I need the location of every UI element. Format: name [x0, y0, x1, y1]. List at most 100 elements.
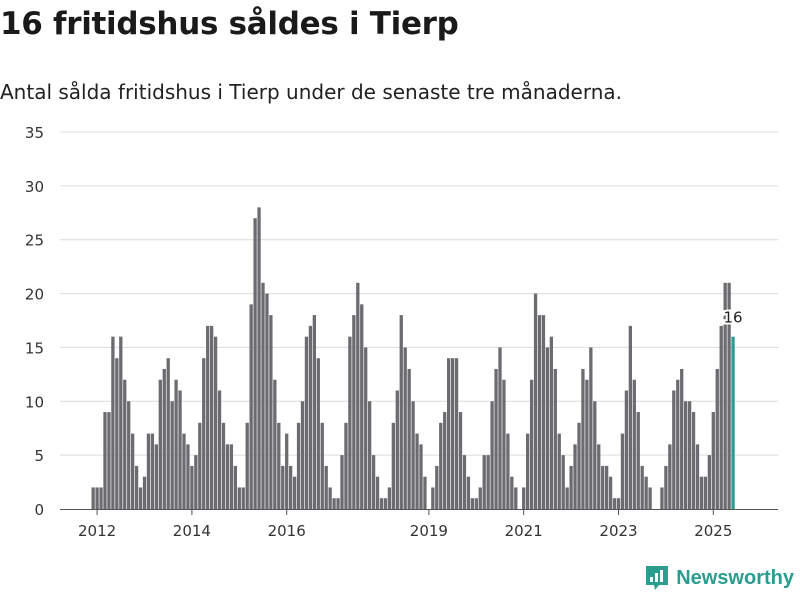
bar — [719, 325, 723, 509]
bar — [131, 433, 135, 509]
bar — [435, 465, 439, 509]
bar — [695, 444, 700, 509]
x-tick-label: 2012 — [78, 522, 116, 540]
bar — [510, 476, 514, 509]
bar — [292, 476, 297, 509]
bar — [166, 358, 170, 509]
bar — [593, 401, 597, 509]
bar — [95, 487, 99, 509]
y-axis-ticks: 0 5 10 15 20 25 30 35 — [25, 124, 44, 519]
bar — [561, 455, 565, 509]
x-tick-label: 2023 — [599, 522, 637, 540]
bar — [545, 347, 550, 509]
bar — [439, 422, 443, 509]
bar — [474, 498, 478, 509]
bar — [91, 487, 95, 509]
bar — [162, 368, 166, 509]
bar — [415, 433, 419, 509]
bar — [316, 358, 320, 509]
bar — [403, 347, 407, 509]
bar — [170, 401, 174, 509]
bar — [577, 422, 581, 509]
bar — [399, 315, 403, 509]
bar — [158, 379, 162, 509]
bar — [213, 336, 218, 509]
bar — [407, 368, 411, 509]
bar — [344, 422, 348, 509]
bar — [111, 336, 115, 509]
bar — [206, 325, 210, 509]
bar — [672, 390, 676, 509]
bar — [383, 498, 388, 509]
bar — [296, 422, 301, 509]
bar — [616, 498, 621, 509]
bar — [494, 368, 498, 509]
bar — [668, 444, 672, 509]
bar — [537, 315, 542, 509]
bar — [648, 487, 652, 509]
y-tick-label: 15 — [25, 339, 44, 357]
bar — [379, 498, 384, 509]
bar — [142, 476, 147, 509]
bar — [522, 487, 526, 509]
bar — [443, 412, 447, 509]
bar — [190, 465, 194, 509]
bar — [605, 465, 609, 509]
bar — [391, 422, 395, 509]
y-tick-label: 5 — [34, 447, 44, 465]
y-tick-label: 30 — [25, 178, 44, 196]
bar — [502, 379, 506, 509]
bar — [684, 401, 688, 509]
bar — [687, 401, 692, 509]
bar — [233, 465, 237, 509]
bar — [312, 315, 316, 509]
bar — [178, 390, 182, 509]
bar — [277, 422, 281, 509]
bar — [281, 465, 285, 509]
bar — [103, 412, 107, 509]
bar — [134, 465, 139, 509]
bar — [644, 476, 648, 509]
bar — [123, 379, 127, 509]
bar — [624, 390, 629, 509]
bar — [419, 444, 423, 509]
bar — [395, 390, 399, 509]
x-tick-label: 2025 — [694, 522, 732, 540]
bar — [632, 379, 636, 509]
bar — [225, 444, 230, 509]
newsworthy-logo-icon — [646, 566, 669, 590]
bar — [320, 422, 324, 509]
bar — [217, 390, 222, 509]
bar — [589, 347, 593, 509]
bar — [557, 433, 561, 509]
bar — [99, 487, 103, 509]
bar — [676, 379, 680, 509]
x-tick-label: 2014 — [173, 522, 211, 540]
bar — [533, 293, 538, 509]
bar — [529, 379, 534, 509]
bar — [565, 487, 569, 509]
bar — [458, 412, 463, 509]
bar — [715, 368, 719, 509]
y-tick-label: 35 — [25, 124, 44, 142]
bar — [628, 325, 632, 509]
y-tick-label: 20 — [25, 286, 44, 304]
newsworthy-logo: Newsworthy — [644, 564, 794, 592]
bar — [411, 401, 415, 509]
bar — [182, 433, 186, 509]
y-tick-label: 10 — [25, 393, 44, 411]
bar — [273, 379, 277, 509]
bar — [549, 336, 553, 509]
bar — [573, 444, 577, 509]
bar — [210, 325, 214, 509]
bar — [387, 487, 392, 509]
bar — [348, 336, 352, 509]
highlight-value-label: 16 — [724, 309, 743, 327]
bar — [289, 465, 293, 509]
bar — [470, 498, 474, 509]
x-axis: 2012 2014 2016 2019 2021 2023 2025 — [60, 509, 778, 540]
x-tick-label: 2016 — [268, 522, 306, 540]
bar — [620, 433, 625, 509]
bar — [336, 498, 340, 509]
bar — [202, 358, 206, 509]
